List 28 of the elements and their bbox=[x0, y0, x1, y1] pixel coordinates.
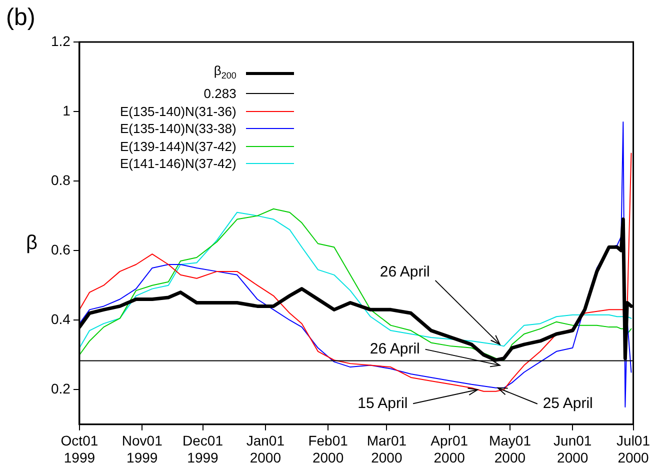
legend-label: E(141-146)N(37-42) bbox=[120, 155, 236, 173]
x-tick-label: Jul01 2000 bbox=[616, 432, 650, 466]
x-tick-label: Feb01 2000 bbox=[308, 432, 348, 466]
x-tick-label: Apr01 2000 bbox=[430, 432, 468, 466]
y-tick-label: 1 bbox=[62, 102, 71, 118]
x-tick-label: Jun01 2000 bbox=[554, 432, 592, 466]
x-tick-label: Nov01 1999 bbox=[122, 432, 163, 466]
y-tick-label: 0.2 bbox=[50, 380, 71, 396]
legend-label: E(135-140)N(31-36) bbox=[120, 102, 236, 120]
annotation: 26 April bbox=[380, 264, 430, 281]
annotation: 25 April bbox=[542, 395, 593, 412]
y-axis-title: β bbox=[26, 232, 38, 255]
y-tick-label: 0.8 bbox=[50, 172, 71, 188]
annotation: 26 April bbox=[370, 340, 420, 358]
y-tick-label: 0.6 bbox=[50, 241, 71, 258]
x-tick-label: Oct01 1999 bbox=[60, 432, 98, 466]
y-tick-label: 0.4 bbox=[50, 310, 71, 327]
legend-label: β$_{200}$ bbox=[214, 62, 236, 83]
legend-label: 0.283 bbox=[204, 85, 236, 103]
chart-title: (b) bbox=[6, 4, 36, 32]
x-tick-label: May01 2000 bbox=[488, 432, 532, 466]
x-tick-label: Jan01 2000 bbox=[246, 432, 285, 466]
x-tick-label: Dec01 1999 bbox=[182, 432, 224, 466]
x-tick-label: Mar01 2000 bbox=[366, 432, 407, 466]
legend-label: E(139-144)N(37-42) bbox=[120, 138, 236, 156]
y-tick-label: 1.2 bbox=[50, 32, 71, 49]
annotation: 15 April bbox=[358, 394, 408, 412]
legend-label: E(135-140)N(33-38) bbox=[120, 120, 236, 138]
